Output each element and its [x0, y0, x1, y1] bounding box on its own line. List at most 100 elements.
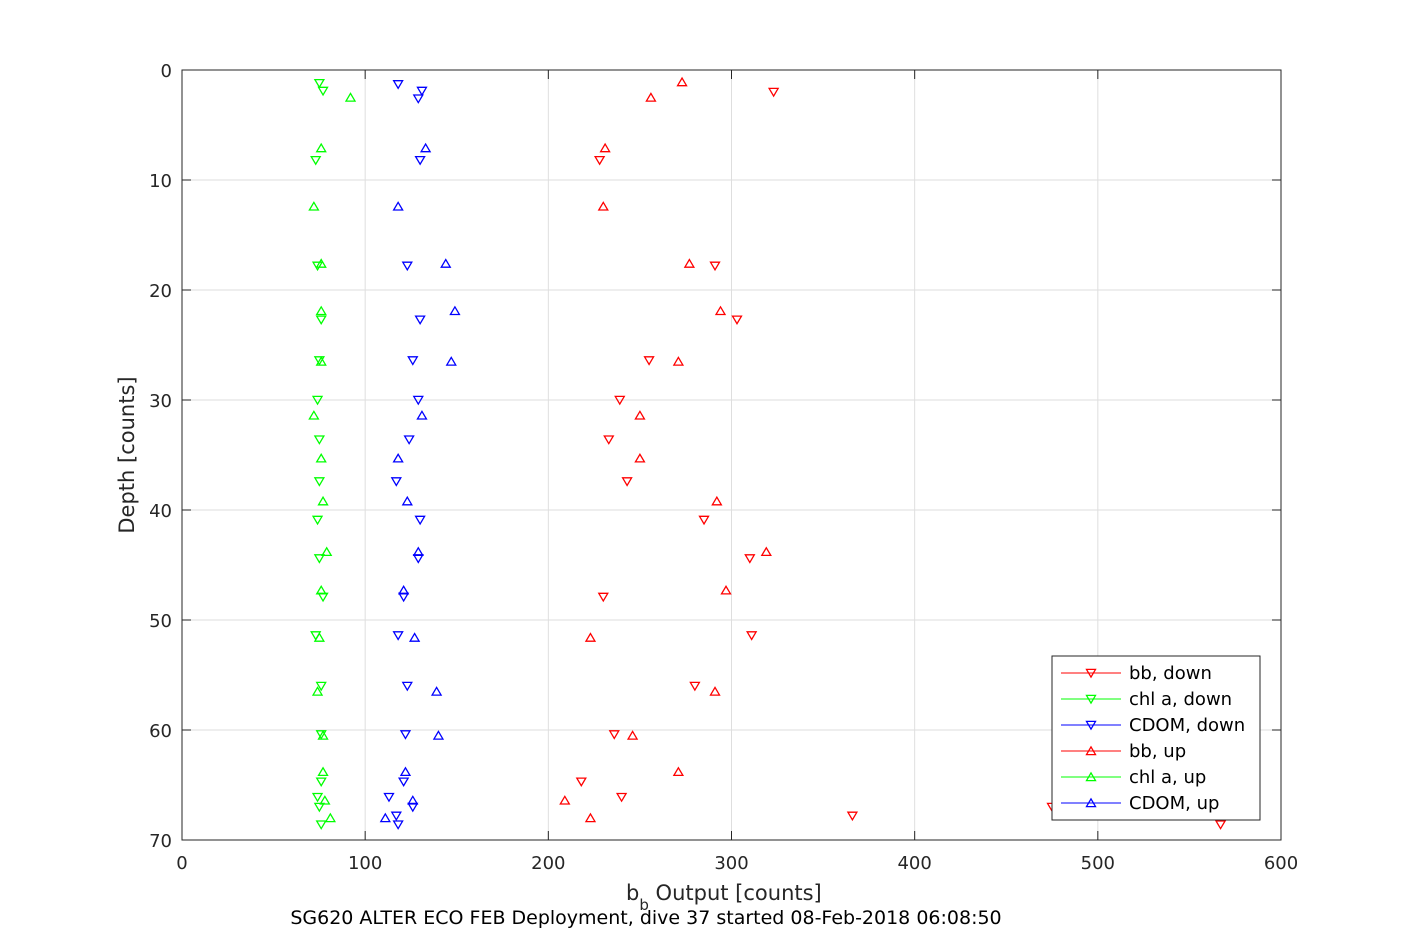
data-point — [313, 78, 326, 89]
legend-marker — [1085, 694, 1097, 705]
data-point — [559, 795, 571, 805]
y-tick-label: 0 — [161, 61, 172, 82]
x-tick-label: 0 — [176, 853, 187, 874]
data-point — [440, 258, 452, 268]
data-point — [731, 315, 743, 326]
data-point — [315, 356, 327, 366]
data-point — [313, 802, 326, 813]
data-point — [311, 515, 324, 526]
y-tick-label: 20 — [149, 281, 172, 302]
data-point — [392, 631, 404, 641]
y-tick-label: 10 — [149, 171, 172, 192]
data-point — [315, 730, 327, 740]
data-point — [403, 435, 415, 445]
data-point — [392, 201, 404, 211]
data-point — [315, 452, 327, 463]
legend-marker — [1085, 797, 1097, 808]
data-point — [313, 435, 326, 445]
legend-marker — [1085, 668, 1097, 679]
legend-label: bb, down — [1129, 663, 1212, 684]
y-tick-label: 40 — [149, 501, 172, 522]
data-point — [397, 584, 410, 595]
data-point — [392, 80, 404, 90]
data-point — [313, 632, 326, 642]
data-point — [390, 811, 402, 822]
data-point — [714, 305, 727, 316]
series-1 — [310, 78, 329, 830]
series-4 — [308, 92, 357, 823]
series-3 — [559, 76, 772, 823]
data-point — [397, 777, 410, 788]
data-point — [412, 395, 424, 406]
x-axis-label-rest: Output [counts] — [649, 881, 822, 905]
data-point — [379, 812, 391, 823]
x-axis-label: bb Output [counts] — [626, 881, 822, 914]
data-point — [599, 142, 611, 153]
legend-label: CDOM, down — [1129, 715, 1245, 736]
data-point — [416, 410, 428, 420]
data-point — [709, 686, 721, 696]
data-point — [1214, 820, 1227, 830]
y-tick-label: 60 — [149, 721, 172, 742]
data-point — [767, 87, 780, 98]
data-point — [319, 795, 331, 805]
data-point — [597, 201, 609, 211]
data-point — [412, 546, 424, 557]
data-point — [645, 92, 657, 102]
data-point — [321, 546, 333, 557]
x-tick-label: 100 — [348, 853, 382, 874]
data-point — [399, 766, 412, 777]
data-point — [310, 155, 322, 166]
data-point — [634, 452, 646, 463]
data-point — [407, 356, 419, 366]
data-point — [311, 261, 324, 272]
data-point — [709, 261, 721, 272]
data-point — [315, 681, 327, 692]
data-point — [401, 261, 413, 272]
data-point — [308, 201, 320, 211]
data-marks — [308, 76, 1227, 830]
data-point — [414, 315, 426, 326]
x-tick-label: 600 — [1264, 853, 1298, 874]
x-axis-label-main: b — [626, 881, 639, 905]
data-point — [643, 356, 655, 366]
x-axis-label-subscript: b — [639, 896, 649, 914]
data-point — [308, 410, 320, 420]
legend-label: chl a, up — [1129, 767, 1206, 788]
data-point — [416, 86, 428, 97]
data-point — [744, 554, 756, 564]
series-5 — [379, 142, 461, 823]
legend-label: bb, up — [1129, 741, 1186, 762]
data-point — [315, 305, 327, 316]
data-point — [311, 792, 324, 803]
data-point — [390, 477, 402, 487]
data-point — [315, 584, 327, 595]
data-point — [383, 792, 395, 803]
y-axis-label: Depth [counts] — [115, 376, 139, 533]
legend: bb, down chl a, down CDOM, down bb, up chl a… — [1051, 655, 1261, 821]
data-point — [315, 777, 327, 788]
data-point — [412, 94, 424, 104]
data-point — [399, 730, 412, 740]
y-tick-label: 50 — [149, 611, 172, 632]
data-point — [698, 515, 710, 526]
data-point — [672, 766, 685, 777]
data-point — [313, 554, 326, 564]
data-point — [430, 686, 443, 696]
data-point — [401, 681, 413, 692]
data-point — [392, 452, 404, 463]
data-point — [634, 410, 646, 420]
data-point — [317, 86, 329, 97]
data-point — [575, 777, 587, 788]
data-point — [317, 766, 329, 777]
data-point — [317, 495, 329, 506]
data-point — [746, 631, 758, 641]
data-point — [432, 730, 445, 740]
data-point — [315, 315, 327, 326]
data-point — [344, 92, 357, 102]
data-point — [414, 155, 426, 166]
data-point — [626, 730, 639, 740]
x-tick-label: 300 — [714, 853, 748, 874]
legend-marker — [1085, 745, 1097, 756]
